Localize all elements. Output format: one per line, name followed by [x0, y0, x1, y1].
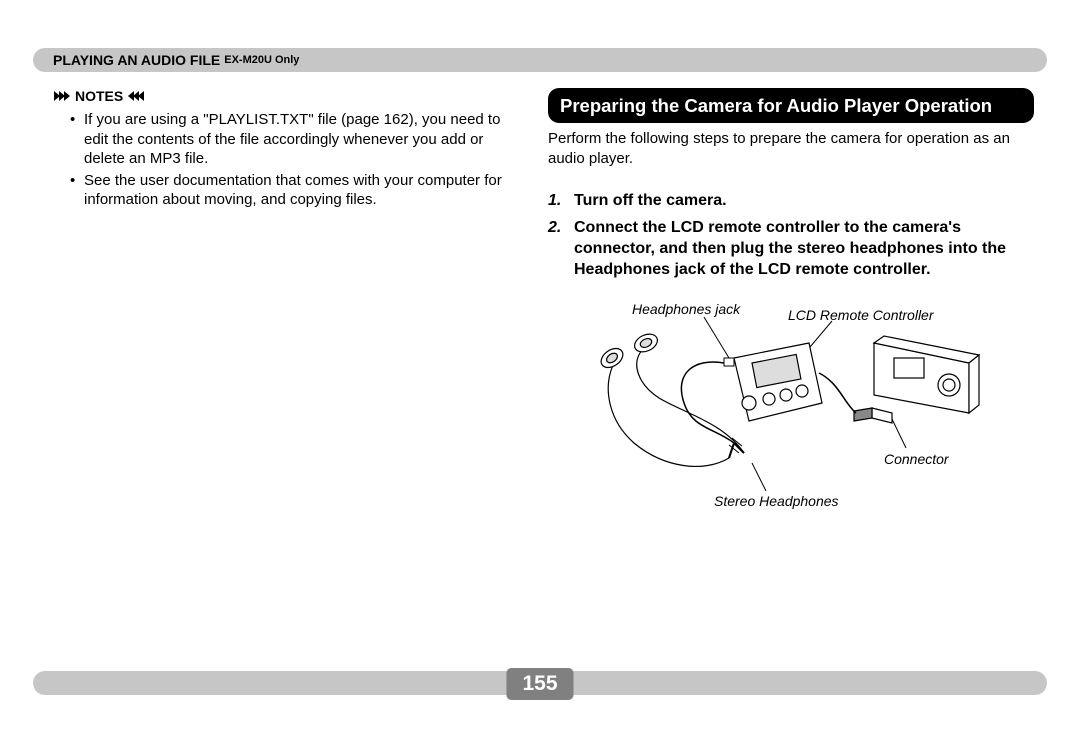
- header-title-sub: EX-M20U Only: [224, 54, 299, 66]
- notes-label: NOTES: [75, 88, 123, 104]
- step-item: 1. Turn off the camera.: [548, 190, 1034, 211]
- label-lcd-remote: LCD Remote Controller: [788, 307, 934, 323]
- notes-list: If you are using a "PLAYLIST.TXT" file (…: [54, 110, 514, 210]
- arrows-right-icon: [54, 91, 69, 101]
- notes-header: NOTES: [54, 88, 514, 104]
- diagram-svg: [574, 303, 1004, 513]
- label-headphones-jack: Headphones jack: [632, 301, 740, 317]
- arrows-left-icon: [129, 91, 144, 101]
- note-item: See the user documentation that comes wi…: [84, 171, 514, 210]
- label-connector: Connector: [884, 451, 949, 467]
- step-number: 2.: [548, 217, 574, 280]
- label-stereo-headphones: Stereo Headphones: [714, 493, 839, 509]
- right-column: Preparing the Camera for Audio Player Op…: [548, 88, 1034, 513]
- left-column: NOTES If you are using a "PLAYLIST.TXT" …: [54, 88, 514, 212]
- step-text: Turn off the camera.: [574, 190, 1034, 211]
- header-bar: PLAYING AN AUDIO FILE EX-M20U Only: [33, 48, 1047, 72]
- header-title-main: PLAYING AN AUDIO FILE: [53, 52, 220, 68]
- step-item: 2. Connect the LCD remote controller to …: [548, 217, 1034, 280]
- page-number: 155: [506, 668, 573, 700]
- connection-diagram: Headphones jack LCD Remote Controller Co…: [574, 303, 1004, 513]
- section-heading: Preparing the Camera for Audio Player Op…: [548, 88, 1034, 123]
- intro-text: Perform the following steps to prepare t…: [548, 129, 1034, 168]
- note-item: If you are using a "PLAYLIST.TXT" file (…: [84, 110, 514, 169]
- step-text: Connect the LCD remote controller to the…: [574, 217, 1034, 280]
- steps-list: 1. Turn off the camera. 2. Connect the L…: [548, 190, 1034, 280]
- step-number: 1.: [548, 190, 574, 211]
